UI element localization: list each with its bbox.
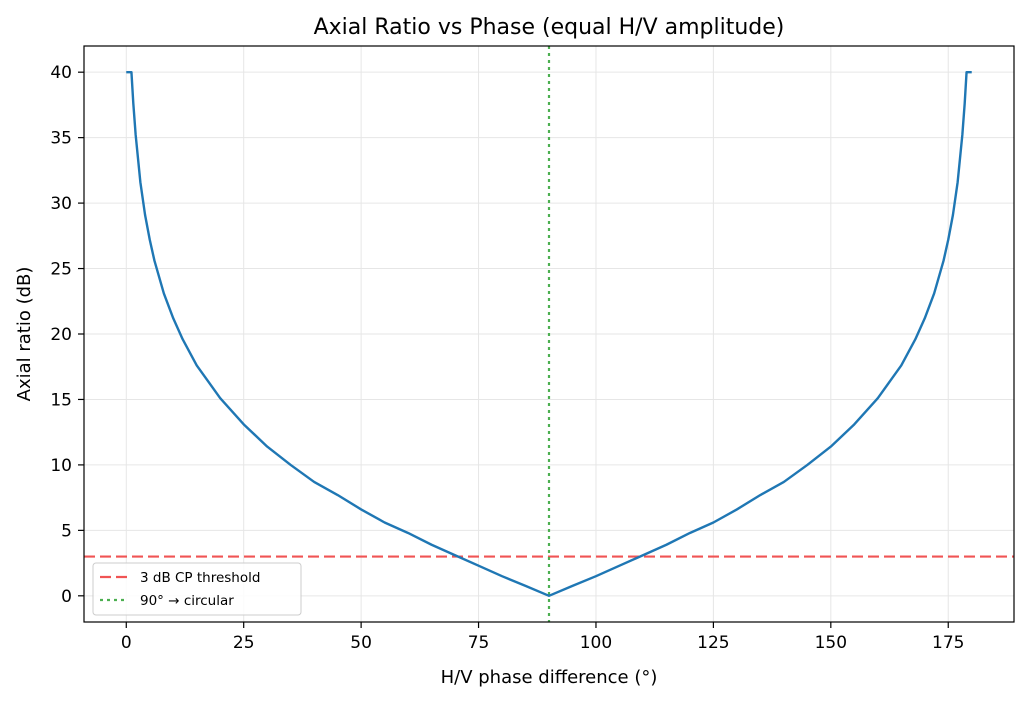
y-axis-label: Axial ratio (dB) bbox=[14, 267, 35, 402]
x-tick-label: 0 bbox=[121, 633, 132, 653]
legend-label-threshold: 3 dB CP threshold bbox=[140, 570, 260, 586]
y-tick-label: 30 bbox=[50, 194, 72, 214]
legend-frame bbox=[92, 562, 302, 616]
chart-title: Axial Ratio vs Phase (equal H/V amplitud… bbox=[314, 15, 785, 40]
axial-ratio-series-line bbox=[126, 70, 972, 598]
y-tick-label: 20 bbox=[50, 325, 72, 345]
y-tick-label: 10 bbox=[50, 456, 72, 476]
legend-label-circular: 90° → circular bbox=[140, 593, 234, 609]
x-tick-label: 25 bbox=[233, 633, 255, 653]
x-tick-label: 100 bbox=[580, 633, 612, 653]
y-tick-label: 35 bbox=[50, 129, 72, 149]
y-tick-label: 25 bbox=[50, 260, 72, 280]
x-tick-label: 150 bbox=[815, 633, 847, 653]
x-tick-label: 50 bbox=[350, 633, 372, 653]
y-tick-label: 15 bbox=[50, 390, 72, 410]
axes: 0 25 50 75 100 125 150 175 0 5 10 15 20 25 30 35 40 bbox=[50, 45, 1015, 653]
x-tick-label: 75 bbox=[468, 633, 490, 653]
plot-area bbox=[84, 46, 1014, 622]
y-tick-label: 0 bbox=[61, 587, 72, 607]
x-tick-label: 125 bbox=[697, 633, 729, 653]
x-axis-label: H/V phase difference (°) bbox=[441, 667, 658, 688]
x-tick-label: 175 bbox=[932, 633, 964, 653]
y-tick-label: 40 bbox=[50, 63, 72, 83]
y-tick-label: 5 bbox=[61, 521, 72, 541]
legend: 3 dB CP threshold 90° → circular bbox=[92, 562, 302, 616]
